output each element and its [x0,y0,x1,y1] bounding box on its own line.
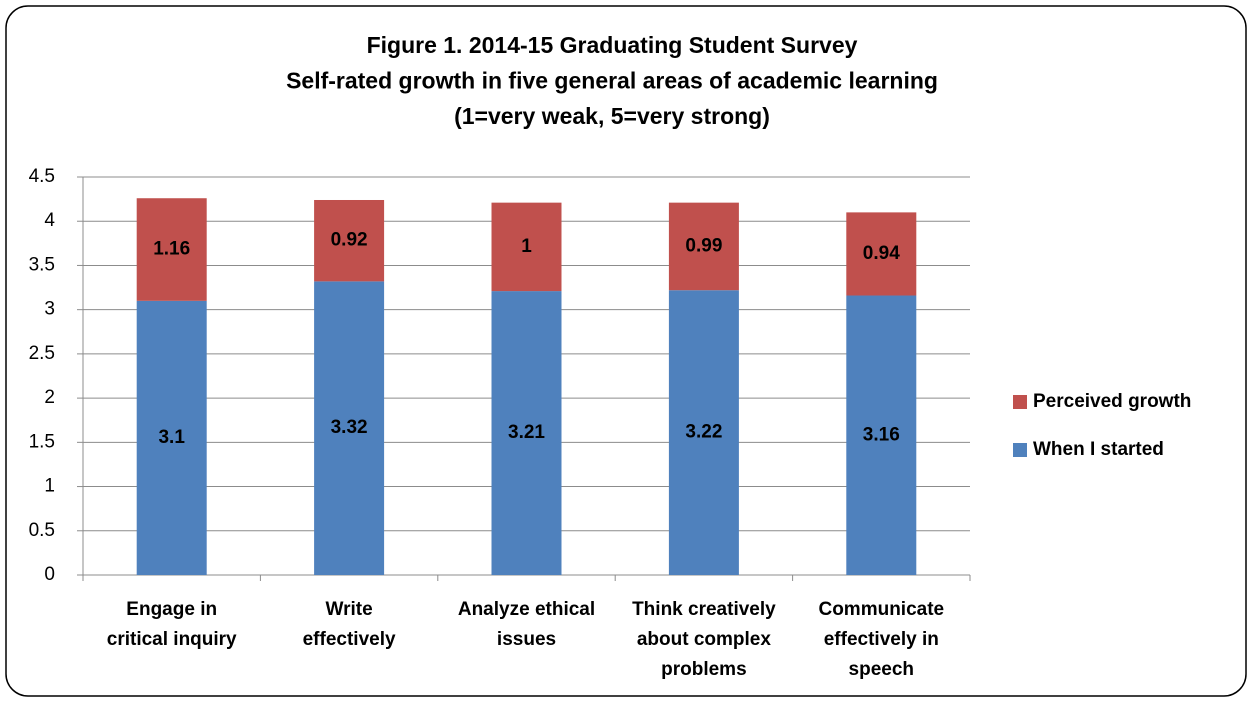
x-tick-label: effectively in [824,629,939,650]
legend-swatch [1013,395,1027,409]
x-tick-label: Analyze ethical [458,599,595,620]
x-tick-label: Write [326,599,373,620]
y-tick-label: 2 [44,387,55,408]
bar-segment [314,199,385,282]
bar-segment [668,290,739,575]
legend-label: Perceived growth [1033,391,1191,412]
bar-segment [136,198,207,301]
x-tick-label: problems [661,659,747,680]
data-label: 3.16 [863,424,900,445]
data-label: 3.32 [331,417,368,438]
y-tick-label: 1 [44,476,55,497]
x-tick-label: Think creatively [632,599,776,620]
data-label: 1.16 [153,239,190,260]
legend-label: When I started [1033,439,1164,460]
x-tick-label: Communicate [818,599,944,620]
data-label: 0.92 [331,230,368,251]
y-tick-label: 1.5 [29,431,55,452]
x-tick-label: about complex [637,629,772,650]
y-tick-label: 0 [44,564,55,585]
bar-segment [136,300,207,575]
data-label: 3.21 [508,422,545,443]
chart-title: Self-rated growth in five general areas … [286,68,938,94]
bar-segment [314,281,385,575]
legend-swatch [1013,443,1027,457]
x-tick-label: critical inquiry [107,629,237,650]
data-label: 0.99 [685,235,722,256]
data-label: 1 [521,236,532,257]
x-tick-label: effectively [303,629,396,650]
bar-segment [846,295,917,575]
bar-segment [846,212,917,296]
data-label: 3.22 [685,422,722,443]
chart-title: (1=very weak, 5=very strong) [454,103,770,129]
y-tick-label: 3.5 [29,254,55,275]
y-tick-label: 2.5 [29,343,55,364]
data-label: 0.94 [863,243,900,264]
bar-segment [491,202,562,292]
x-tick-label: speech [849,659,914,680]
y-tick-label: 4.5 [29,166,55,187]
y-tick-label: 4 [44,210,55,231]
x-tick-label: issues [497,629,556,650]
x-tick-label: Engage in [126,599,217,620]
bar-segment [491,291,562,575]
chart-title: Figure 1. 2014-15 Graduating Student Sur… [367,32,858,58]
y-tick-label: 3 [44,299,55,320]
y-tick-label: 0.5 [29,520,55,541]
bar-segment [668,202,739,291]
data-label: 3.1 [158,427,185,448]
